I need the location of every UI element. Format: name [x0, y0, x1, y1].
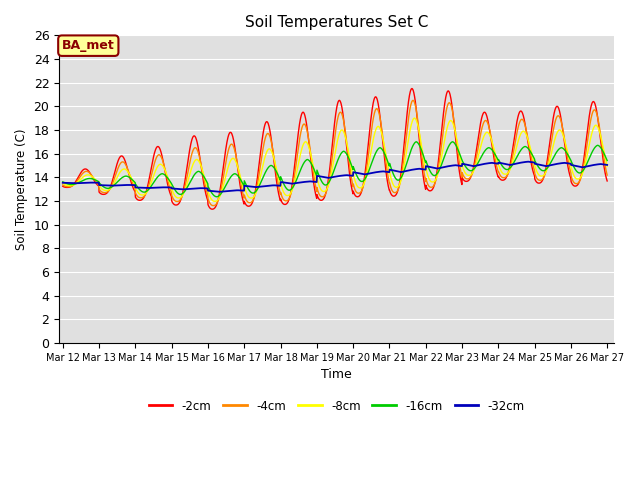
Legend: -2cm, -4cm, -8cm, -16cm, -32cm: -2cm, -4cm, -8cm, -16cm, -32cm — [144, 395, 529, 417]
Title: Soil Temperatures Set C: Soil Temperatures Set C — [245, 15, 428, 30]
Y-axis label: Soil Temperature (C): Soil Temperature (C) — [15, 128, 28, 250]
Text: BA_met: BA_met — [62, 39, 115, 52]
X-axis label: Time: Time — [321, 368, 352, 381]
